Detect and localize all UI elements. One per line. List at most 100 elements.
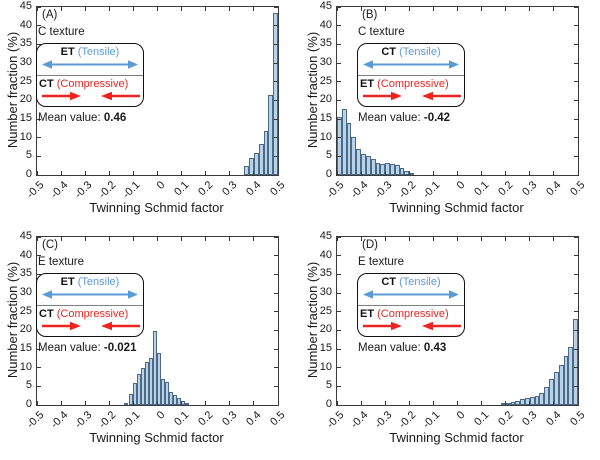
x-axis-label: Twinning Schmid factor <box>389 430 524 445</box>
y-tick-label: 0 <box>325 168 332 180</box>
y-tick <box>274 255 278 257</box>
histogram-bar <box>356 148 362 175</box>
y-tick-label: 30 <box>19 56 32 68</box>
x-tick <box>84 7 86 11</box>
mean-label: Mean value: <box>38 112 101 124</box>
histogram-bar <box>140 367 145 405</box>
y-tick <box>574 118 578 120</box>
loading-mode-legend: CT (Tensile) ET (Compressive) <box>357 43 465 107</box>
x-tick <box>205 237 207 241</box>
x-tick <box>505 401 507 405</box>
compressive-arrows-icon <box>42 91 140 101</box>
histogram-bar <box>573 319 578 405</box>
y-tick <box>337 236 341 238</box>
x-tick <box>505 171 507 175</box>
histogram-bar <box>399 168 405 175</box>
x-tick <box>577 401 579 405</box>
histogram-bar <box>534 396 540 405</box>
y-tick <box>574 236 578 238</box>
y-tick-label: 25 <box>319 304 332 317</box>
y-tick-label: 20 <box>319 93 332 106</box>
x-axis-label: Twinning Schmid factor <box>89 430 224 445</box>
x-tick <box>181 171 183 175</box>
x-tick <box>481 237 483 241</box>
x-tick <box>360 171 362 175</box>
y-tick <box>274 81 278 83</box>
histogram-bar <box>539 392 545 405</box>
panel-b: Number fraction (%) Twinning Schmid fact… <box>300 0 600 230</box>
y-tick <box>337 6 341 8</box>
histogram-bar <box>132 382 137 405</box>
x-tick <box>277 237 279 241</box>
compressive-mode-code: ET <box>360 308 375 320</box>
y-tick <box>337 348 341 350</box>
compressive-mode-code: CT <box>39 78 54 90</box>
y-tick <box>337 273 341 275</box>
x-tick <box>457 401 458 405</box>
y-tick-label: 20 <box>19 93 32 106</box>
x-tick <box>253 7 255 11</box>
y-tick <box>274 118 278 120</box>
histogram-bar <box>553 372 559 405</box>
histogram-bar <box>370 158 376 175</box>
compressive-row: ET (Compressive) <box>358 76 464 106</box>
x-tick <box>253 237 255 241</box>
x-tick <box>384 237 386 241</box>
x-tick <box>336 237 338 241</box>
y-tick-label: 5 <box>325 379 332 392</box>
y-tick-label: 15 <box>19 112 32 124</box>
x-tick <box>205 7 207 11</box>
histogram-bar <box>152 331 157 405</box>
x-tick <box>384 171 386 175</box>
panel-a: Number fraction (%) Twinning Schmid fact… <box>0 0 300 230</box>
x-tick <box>577 171 579 175</box>
compressive-mode-code: ET <box>360 78 375 90</box>
x-tick <box>277 401 279 405</box>
x-tick <box>60 7 62 11</box>
tensile-row: CT (Tensile) <box>358 274 464 306</box>
histogram-bar <box>351 136 357 175</box>
y-tick <box>337 255 341 257</box>
y-tick <box>274 404 278 406</box>
y-tick-label: 30 <box>319 286 332 298</box>
y-tick <box>574 155 578 157</box>
texture-label: C texture <box>358 26 405 38</box>
histogram-bar <box>258 144 264 175</box>
tensile-row: CT (Tensile) <box>358 44 464 76</box>
histogram-bar <box>510 402 516 405</box>
x-tick <box>336 171 338 175</box>
x-tick <box>481 171 483 175</box>
histogram-bar <box>346 122 352 175</box>
mean-value: -0.42 <box>423 112 451 124</box>
x-tick <box>384 401 386 405</box>
histogram-bar <box>520 399 525 405</box>
y-tick-label: 10 <box>319 130 332 143</box>
histogram-bar <box>184 403 189 405</box>
y-tick <box>274 367 278 369</box>
y-tick <box>574 385 578 387</box>
x-tick <box>553 171 555 175</box>
y-tick <box>37 385 41 387</box>
x-tick <box>36 237 38 241</box>
y-tick <box>574 404 578 406</box>
y-tick <box>37 348 41 350</box>
panel-letter: (C) <box>42 239 58 251</box>
y-tick-label: 40 <box>19 18 32 31</box>
x-tick <box>432 401 434 405</box>
y-tick <box>574 348 578 350</box>
tensile-mode-code: ET <box>60 46 75 58</box>
y-tick <box>274 348 278 350</box>
texture-label: C texture <box>38 26 85 38</box>
y-tick-label: 0 <box>25 398 32 410</box>
x-tick <box>529 171 531 175</box>
y-tick <box>274 137 278 139</box>
y-tick <box>574 137 578 139</box>
compressive-word: (Compressive) <box>56 308 129 320</box>
tensile-word: (Tensile) <box>77 46 120 58</box>
histogram-bar <box>375 162 381 175</box>
histogram-bar <box>273 13 278 175</box>
mean-value: -0.021 <box>103 342 137 354</box>
histogram-bar <box>249 157 254 175</box>
tensile-double-arrow-icon <box>42 60 138 69</box>
tensile-row: ET (Tensile) <box>37 44 143 76</box>
